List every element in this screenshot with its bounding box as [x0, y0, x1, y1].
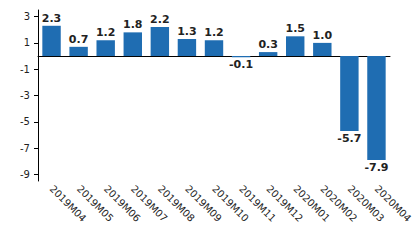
- svg-text:2019M05: 2019M05: [74, 183, 116, 224]
- svg-text:-1: -1: [20, 64, 30, 75]
- svg-text:1.0: 1.0: [313, 29, 333, 42]
- svg-text:2019M10: 2019M10: [210, 183, 251, 224]
- svg-text:-5: -5: [20, 116, 30, 127]
- svg-text:2020M04: 2020M04: [373, 183, 414, 224]
- svg-text:2020M01: 2020M01: [291, 183, 333, 224]
- svg-text:1.2: 1.2: [204, 26, 224, 39]
- svg-text:-3: -3: [20, 90, 30, 101]
- svg-text:2019M06: 2019M06: [101, 183, 143, 224]
- svg-text:-0.1: -0.1: [229, 58, 253, 71]
- svg-text:2019M09: 2019M09: [183, 183, 224, 224]
- svg-text:2.2: 2.2: [150, 13, 170, 26]
- svg-text:1.3: 1.3: [177, 25, 197, 38]
- svg-text:2020M03: 2020M03: [345, 183, 387, 224]
- svg-text:-7.9: -7.9: [364, 161, 388, 174]
- svg-text:2019M04: 2019M04: [47, 183, 89, 224]
- svg-text:2019M08: 2019M08: [156, 183, 197, 224]
- svg-text:2020M02: 2020M02: [318, 183, 360, 224]
- svg-text:2019M07: 2019M07: [128, 183, 170, 224]
- svg-text:2.3: 2.3: [42, 12, 62, 25]
- svg-text:1.5: 1.5: [285, 22, 305, 35]
- svg-text:-5.7: -5.7: [337, 132, 361, 145]
- svg-text:2019M12: 2019M12: [264, 183, 306, 224]
- svg-text:0.3: 0.3: [258, 38, 278, 51]
- svg-text:-9: -9: [20, 169, 30, 180]
- svg-text:0.7: 0.7: [69, 33, 89, 46]
- svg-text:2019M11: 2019M11: [237, 183, 278, 224]
- svg-text:1.2: 1.2: [96, 26, 116, 39]
- svg-text:1: 1: [24, 37, 30, 48]
- svg-text:3: 3: [24, 11, 30, 22]
- svg-text:1.8: 1.8: [123, 18, 143, 31]
- svg-text:-7: -7: [20, 143, 30, 154]
